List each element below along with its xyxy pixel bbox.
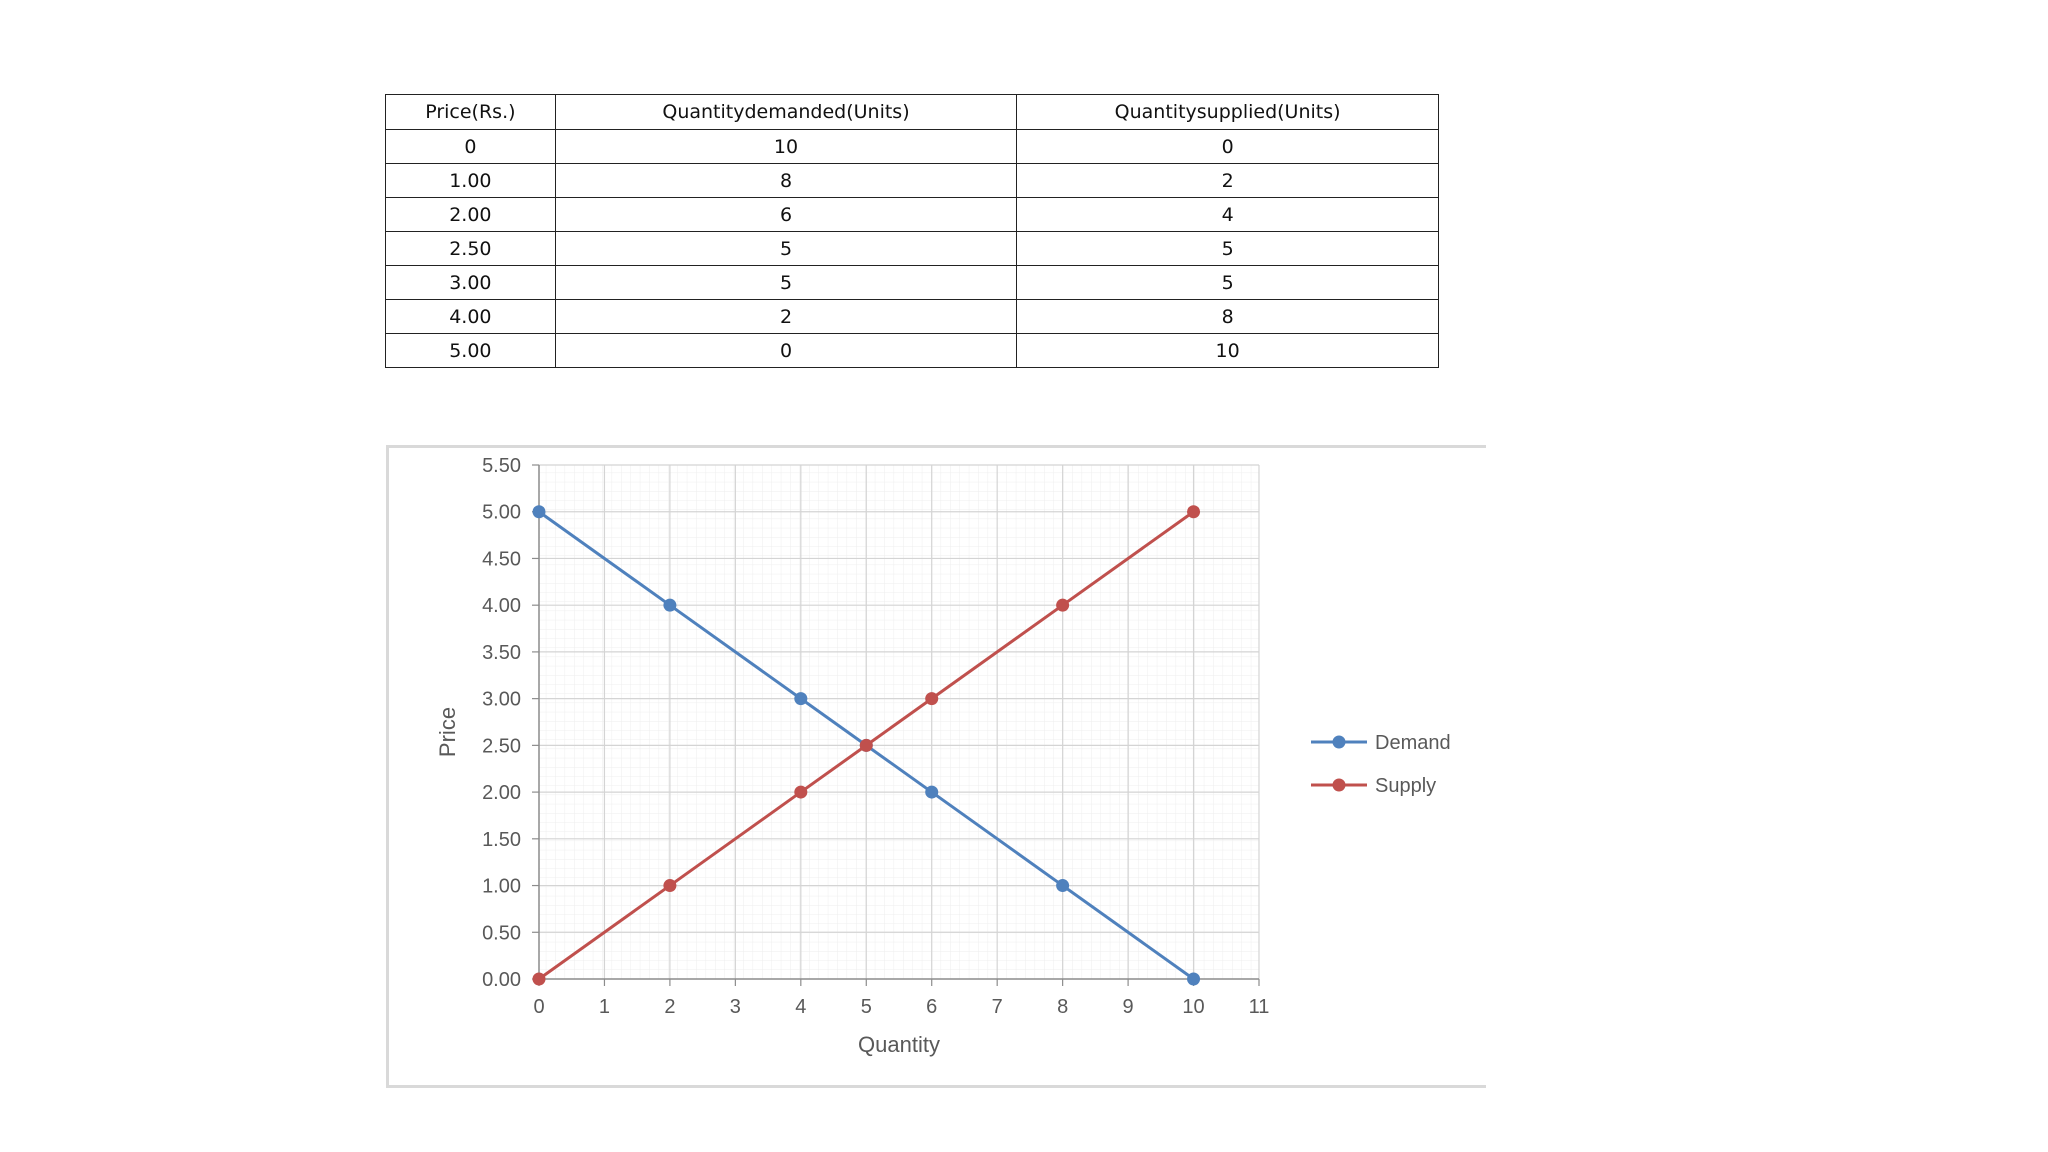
table-row: 0 10 0 bbox=[385, 129, 1439, 164]
demand-data-point bbox=[794, 692, 808, 706]
y-axis-title: Price bbox=[435, 707, 460, 757]
price-cell: 0 bbox=[385, 129, 556, 164]
price-cell: 1.00 bbox=[385, 163, 556, 198]
x-tick-label: 7 bbox=[992, 996, 1003, 1018]
supply-data-point bbox=[794, 785, 808, 799]
quantity-demanded-cell: 0 bbox=[554, 333, 1018, 368]
quantity-supplied-cell: 5 bbox=[1016, 231, 1439, 266]
supply-data-point bbox=[532, 972, 546, 986]
table-row: 4.00 2 8 bbox=[385, 299, 1439, 334]
legend-supply-label: Supply bbox=[1375, 775, 1436, 797]
column-header-quantity-demanded: Quantitydemanded(Units) bbox=[554, 94, 1018, 130]
supply-data-point bbox=[1056, 598, 1070, 612]
quantity-supplied-cell: 4 bbox=[1016, 197, 1439, 232]
y-tick-label: 1.50 bbox=[482, 829, 521, 851]
legend-supply-marker bbox=[1332, 778, 1346, 792]
x-tick-label: 4 bbox=[795, 996, 806, 1018]
demand-data-point bbox=[532, 505, 546, 519]
quantity-demanded-cell: 6 bbox=[554, 197, 1018, 232]
axes: 0 1 2 3 4 5 6 7 8 9 10 11 0.00 0.50 1.00 1.50 2.00 2.50 3.… bbox=[482, 455, 1269, 1018]
y-tick-label: 2.50 bbox=[482, 735, 521, 757]
quantity-supplied-cell: 5 bbox=[1016, 265, 1439, 300]
y-tick-label: 2.00 bbox=[482, 782, 521, 804]
y-tick-label: 3.00 bbox=[482, 689, 521, 711]
x-tick-label: 6 bbox=[926, 996, 937, 1018]
quantity-demanded-cell: 8 bbox=[554, 163, 1018, 198]
y-tick-label: 5.50 bbox=[482, 455, 521, 477]
quantity-supplied-cell: 10 bbox=[1016, 333, 1439, 368]
x-tick-label: 5 bbox=[861, 996, 872, 1018]
supply-data-point bbox=[859, 738, 873, 752]
demand-data-point bbox=[1187, 972, 1201, 986]
y-tick-label: 0.00 bbox=[482, 969, 521, 991]
column-header-quantity-supplied: Quantitysupplied(Units) bbox=[1016, 94, 1439, 130]
supply-data-point bbox=[1187, 505, 1201, 519]
quantity-demanded-cell: 5 bbox=[554, 265, 1018, 300]
supply-demand-chart: 0 1 2 3 4 5 6 7 8 9 10 11 0.00 0.50 1.00 1.50 2.00 2.50 3.… bbox=[435, 455, 1451, 1057]
x-tick-label: 10 bbox=[1182, 996, 1204, 1018]
quantity-demanded-cell: 5 bbox=[554, 231, 1018, 266]
supply-data-point bbox=[925, 692, 939, 706]
demand-data-point bbox=[663, 598, 677, 612]
price-quantity-table: Price(Rs.) Quantitydemanded(Units) Quant… bbox=[385, 94, 1439, 368]
table-row: 5.00 0 10 bbox=[385, 333, 1439, 368]
price-cell: 3.00 bbox=[385, 265, 556, 300]
demand-data-point bbox=[1056, 879, 1070, 893]
quantity-supplied-cell: 2 bbox=[1016, 163, 1439, 198]
x-tick-label: 9 bbox=[1123, 996, 1134, 1018]
gridlines bbox=[539, 464, 1260, 979]
table-row: 2.50 5 5 bbox=[385, 231, 1439, 266]
y-tick-label: 4.00 bbox=[482, 595, 521, 617]
y-tick-label: 5.00 bbox=[482, 502, 521, 524]
y-tick-label: 0.50 bbox=[482, 922, 521, 944]
legend-demand-label: Demand bbox=[1375, 732, 1451, 754]
legend: Demand Supply bbox=[1311, 732, 1451, 797]
quantity-demanded-cell: 10 bbox=[554, 129, 1018, 164]
x-axis-title: Quantity bbox=[858, 1032, 940, 1057]
legend-demand-marker bbox=[1332, 735, 1346, 749]
quantity-supplied-cell: 8 bbox=[1016, 299, 1439, 334]
y-tick-label: 1.00 bbox=[482, 876, 521, 898]
x-tick-label: 3 bbox=[730, 996, 741, 1018]
series-layer bbox=[532, 505, 1201, 986]
table-header-row: Price(Rs.) Quantitydemanded(Units) Quant… bbox=[385, 94, 1439, 130]
y-tick-label: 3.50 bbox=[482, 642, 521, 664]
price-cell: 5.00 bbox=[385, 333, 556, 368]
price-cell: 2.50 bbox=[385, 231, 556, 266]
table-row: 3.00 5 5 bbox=[385, 265, 1439, 300]
supply-data-point bbox=[663, 879, 677, 893]
quantity-supplied-cell: 0 bbox=[1016, 129, 1439, 164]
x-tick-label: 11 bbox=[1249, 996, 1270, 1018]
x-tick-label: 0 bbox=[533, 996, 544, 1018]
y-tick-label: 4.50 bbox=[482, 548, 521, 570]
table-row: 1.00 8 2 bbox=[385, 163, 1439, 198]
quantity-demanded-cell: 2 bbox=[554, 299, 1018, 334]
chart-frame bbox=[386, 445, 1486, 1088]
price-cell: 4.00 bbox=[385, 299, 556, 334]
x-tick-label: 2 bbox=[664, 996, 675, 1018]
price-cell: 2.00 bbox=[385, 197, 556, 232]
x-tick-label: 1 bbox=[599, 996, 610, 1018]
table-row: 2.00 6 4 bbox=[385, 197, 1439, 232]
demand-data-point bbox=[925, 785, 939, 799]
x-tick-label: 8 bbox=[1057, 996, 1068, 1018]
column-header-price: Price(Rs.) bbox=[385, 94, 556, 130]
